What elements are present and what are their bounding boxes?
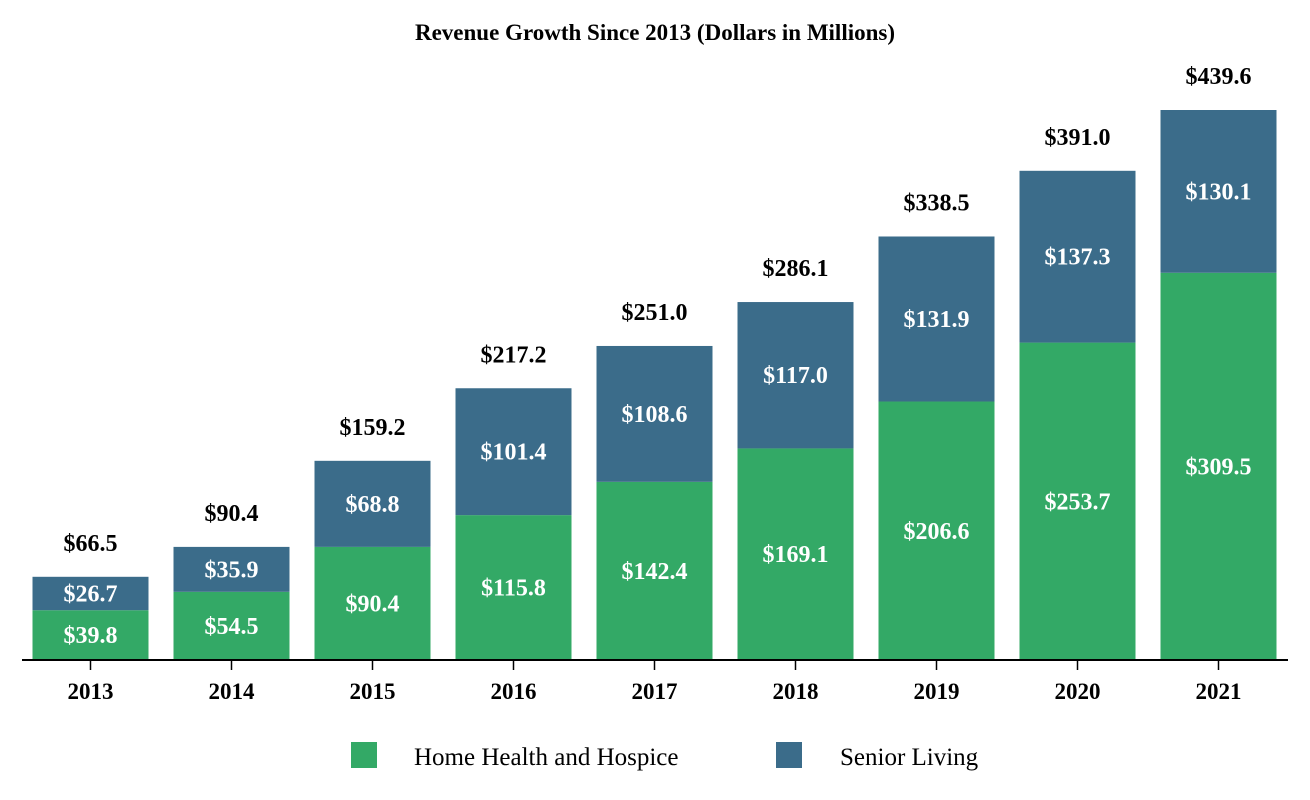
total-label-2018: $286.1 xyxy=(763,256,829,282)
chart-title: Revenue Growth Since 2013 (Dollars in Mi… xyxy=(415,20,895,45)
label-senior-living-2020: $137.3 xyxy=(1045,245,1111,271)
bar-senior-living-2017 xyxy=(596,345,713,482)
total-label-2016: $217.2 xyxy=(481,342,547,368)
label-senior-living-2015: $68.8 xyxy=(346,492,400,518)
x-tick-label-2018: 2018 xyxy=(773,679,819,704)
total-label-2017: $251.0 xyxy=(622,300,688,326)
label-home-health-2015: $90.4 xyxy=(346,591,400,617)
label-home-health-2018: $169.1 xyxy=(763,542,829,568)
legend-swatch-senior-living xyxy=(776,742,802,768)
x-tick-label-2020: 2020 xyxy=(1055,679,1101,704)
total-label-2015: $159.2 xyxy=(340,415,406,441)
total-label-2019: $338.5 xyxy=(904,190,970,216)
label-senior-living-2014: $35.9 xyxy=(205,557,259,583)
x-tick-label-2016: 2016 xyxy=(491,679,537,704)
bar-senior-living-2020 xyxy=(1019,170,1136,343)
bar-senior-living-2018 xyxy=(737,302,854,449)
label-senior-living-2013: $26.7 xyxy=(64,582,118,608)
bar-senior-living-2013 xyxy=(32,576,149,611)
bar-senior-living-2019 xyxy=(878,236,995,402)
label-senior-living-2017: $108.6 xyxy=(622,402,688,428)
x-tick-label-2015: 2015 xyxy=(350,679,396,704)
x-axis-ticks: 2013 2014 2015 2016 2017 2018 2019 2020 2021 xyxy=(68,660,1242,704)
x-tick-label-2013: 2013 xyxy=(68,679,114,704)
label-home-health-2021: $309.5 xyxy=(1186,454,1252,480)
legend: Home Health and Hospice Senior Living xyxy=(351,742,979,771)
label-home-health-2019: $206.6 xyxy=(904,519,970,545)
label-home-health-2020: $253.7 xyxy=(1045,489,1111,515)
label-senior-living-2019: $131.9 xyxy=(904,307,970,333)
x-tick-label-2021: 2021 xyxy=(1196,679,1242,704)
label-home-health-2016: $115.8 xyxy=(481,576,546,602)
bar-home-health-2016 xyxy=(455,515,572,660)
bar-home-health-2014 xyxy=(173,591,290,660)
label-senior-living-2016: $101.4 xyxy=(481,440,547,466)
x-tick-label-2017: 2017 xyxy=(632,679,678,704)
total-label-2014: $90.4 xyxy=(205,501,259,527)
bars-layer: $39.8 $26.7 $66.5 $54.5 $35.9 $90.4 $90.4 $68.8… xyxy=(32,64,1277,660)
label-home-health-2014: $54.5 xyxy=(205,614,259,640)
bar-senior-living-2021 xyxy=(1160,110,1277,273)
total-label-2013: $66.5 xyxy=(64,531,118,557)
legend-label-senior-living: Senior Living xyxy=(840,744,979,771)
bar-senior-living-2015 xyxy=(314,460,431,547)
bar-home-health-2015 xyxy=(314,546,431,660)
bar-home-health-2021 xyxy=(1160,272,1277,660)
total-label-2021: $439.6 xyxy=(1186,64,1252,90)
x-tick-label-2019: 2019 xyxy=(914,679,960,704)
legend-swatch-home-health xyxy=(351,742,377,768)
bar-home-health-2018 xyxy=(737,448,854,660)
label-senior-living-2021: $130.1 xyxy=(1186,179,1252,205)
label-home-health-2013: $39.8 xyxy=(64,623,118,649)
total-label-2020: $391.0 xyxy=(1045,125,1111,151)
bar-home-health-2020 xyxy=(1019,342,1136,660)
label-home-health-2017: $142.4 xyxy=(622,559,688,585)
x-tick-label-2014: 2014 xyxy=(209,679,256,704)
bar-senior-living-2016 xyxy=(455,388,572,516)
legend-label-home-health: Home Health and Hospice xyxy=(414,744,679,771)
bar-home-health-2019 xyxy=(878,401,995,660)
bar-home-health-2013 xyxy=(32,610,149,660)
bar-senior-living-2014 xyxy=(173,546,290,592)
bar-home-health-2017 xyxy=(596,481,713,660)
label-senior-living-2018: $117.0 xyxy=(763,363,828,389)
